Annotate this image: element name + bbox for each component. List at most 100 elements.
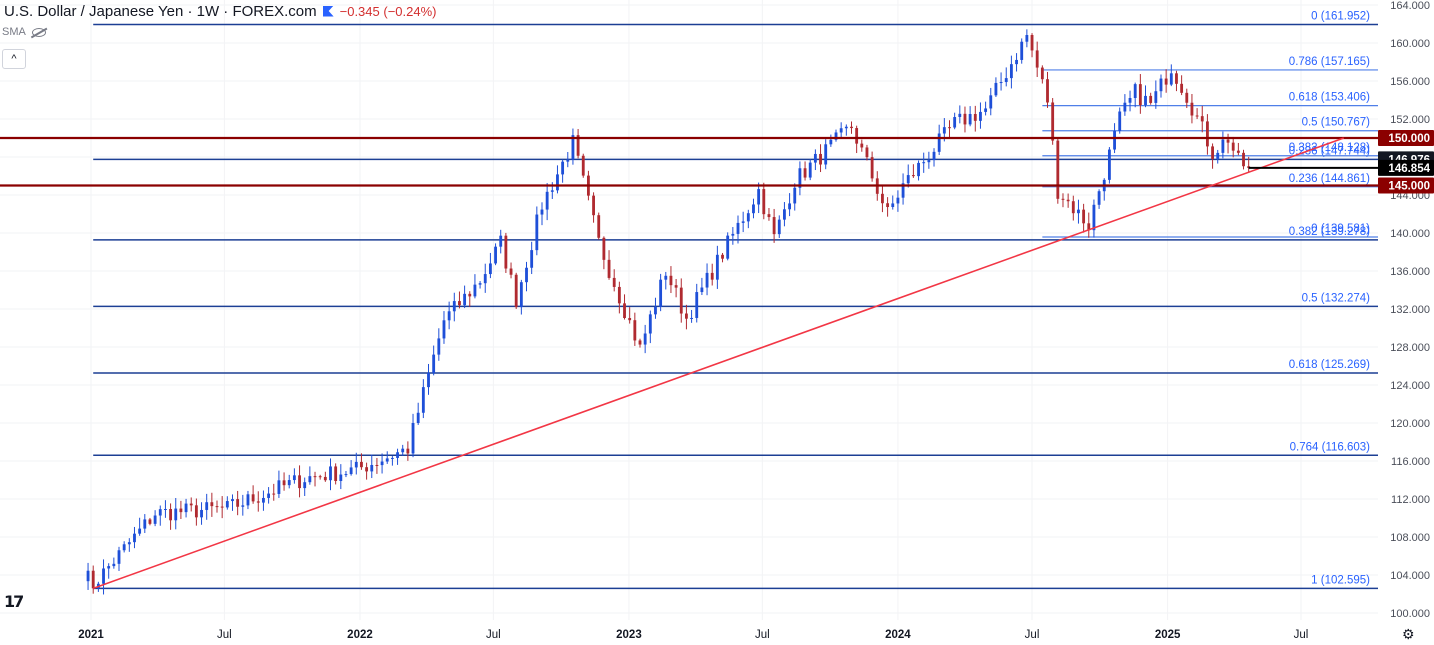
candle-body: [1071, 201, 1075, 214]
candle-body: [220, 506, 224, 508]
candle-body: [499, 235, 503, 247]
candle-body: [896, 197, 900, 204]
candle-body: [91, 570, 95, 589]
candle-body: [117, 550, 121, 564]
candle-body: [427, 372, 430, 388]
candle-body: [984, 108, 988, 112]
candle-body: [999, 82, 1003, 84]
candle-body: [1061, 198, 1065, 200]
candle-body: [1226, 139, 1230, 143]
candle-body: [566, 159, 570, 162]
candle-body: [1133, 84, 1137, 99]
candle-body: [458, 301, 461, 306]
candle-body: [762, 189, 766, 215]
candle-body: [602, 237, 606, 260]
candle-body: [953, 117, 957, 128]
fib-level-label: 0.786 (157.165): [1289, 56, 1370, 68]
indicator-name[interactable]: SMA: [2, 26, 26, 38]
fib-level-label: 0.618 (125.269): [1289, 359, 1370, 371]
flag-icon[interactable]: [322, 5, 334, 17]
candle-body: [1128, 98, 1132, 103]
candle-body: [334, 466, 338, 482]
candle-body: [1190, 102, 1194, 116]
candle-body: [813, 153, 817, 163]
candle-body: [535, 214, 539, 251]
candle-body: [1144, 95, 1147, 106]
candle-body: [1066, 199, 1070, 202]
candle-body: [494, 246, 497, 264]
candle-body: [215, 506, 219, 508]
candle-body: [803, 168, 807, 178]
time-tick-label: 2022: [347, 629, 373, 641]
candle-body: [1149, 95, 1153, 103]
candle-body: [1195, 115, 1199, 117]
time-tick-label: 2024: [885, 629, 911, 641]
candle-body: [262, 497, 265, 503]
candle-body: [752, 204, 755, 214]
overlays: [0, 136, 1378, 590]
candle-body: [1107, 149, 1111, 180]
candle-body: [994, 82, 998, 96]
candle-body: [710, 272, 714, 280]
candle-body: [421, 387, 425, 413]
candle-body: [623, 303, 626, 318]
eye-off-icon[interactable]: [31, 27, 46, 37]
candle-body: [385, 458, 389, 462]
candle-body: [303, 482, 307, 489]
candle-body: [143, 519, 147, 529]
price-tick-label: 132.000: [1390, 304, 1430, 316]
candle-body: [133, 533, 136, 543]
price-tick-label: 152.000: [1390, 114, 1430, 126]
candle-body: [592, 195, 595, 216]
price-tick-label: 124.000: [1390, 380, 1430, 392]
price-tag: [1378, 159, 1434, 176]
candle-body: [839, 128, 843, 133]
candle-body: [721, 254, 724, 259]
candle-body: [937, 133, 941, 152]
candle-body: [292, 475, 296, 481]
candle-body: [308, 476, 312, 483]
fib-level-label: 0.764 (116.603): [1290, 441, 1371, 453]
candle-body: [757, 189, 761, 205]
candle-body: [669, 275, 673, 286]
candle-body: [246, 494, 250, 506]
candle-body: [819, 153, 822, 165]
candle-body: [112, 563, 116, 567]
candle-body: [504, 235, 508, 269]
candle-body: [1205, 121, 1209, 147]
candle-body: [1118, 111, 1122, 131]
candle-body: [1056, 140, 1060, 199]
collapse-legend-button[interactable]: ^: [2, 49, 26, 69]
candle-body: [200, 509, 203, 518]
candle-body: [741, 221, 745, 223]
time-axis[interactable]: 2021 Jul 2022 Jul 2023 Jul 2024 Jul 2025 Jul: [78, 629, 1308, 641]
price-tick-label: 116.000: [1391, 456, 1430, 468]
candle-body: [545, 191, 549, 210]
time-tick-label: Jul: [486, 629, 501, 641]
candle-body: [607, 259, 611, 278]
candle-body: [148, 519, 152, 524]
candle-body: [844, 126, 848, 129]
candle-body: [612, 277, 616, 287]
candle-body: [360, 461, 363, 468]
candle-body: [581, 155, 585, 176]
price-tick-label: 136.000: [1390, 266, 1430, 278]
candle-body: [370, 464, 374, 472]
candle-body: [519, 282, 523, 308]
candle-body: [968, 114, 972, 125]
symbol-title[interactable]: U.S. Dollar / Japanese Yen · 1W · FOREX.…: [4, 2, 317, 20]
price-axis-background: [1378, 0, 1434, 645]
candle-body: [731, 233, 735, 236]
candle-body: [736, 222, 740, 234]
candle-body: [189, 503, 193, 506]
candle-body: [122, 544, 126, 551]
price-tag-label: 146.854: [1388, 163, 1430, 175]
candle-body: [772, 217, 776, 235]
gear-icon[interactable]: ⚙: [1402, 626, 1415, 642]
tradingview-logo[interactable]: 17: [4, 592, 24, 611]
candle-body: [906, 175, 910, 184]
price-axis[interactable]: 100.000 104.000 108.000 112.000 116.000 120.0…: [1378, 0, 1434, 645]
candle-body: [1097, 191, 1101, 205]
